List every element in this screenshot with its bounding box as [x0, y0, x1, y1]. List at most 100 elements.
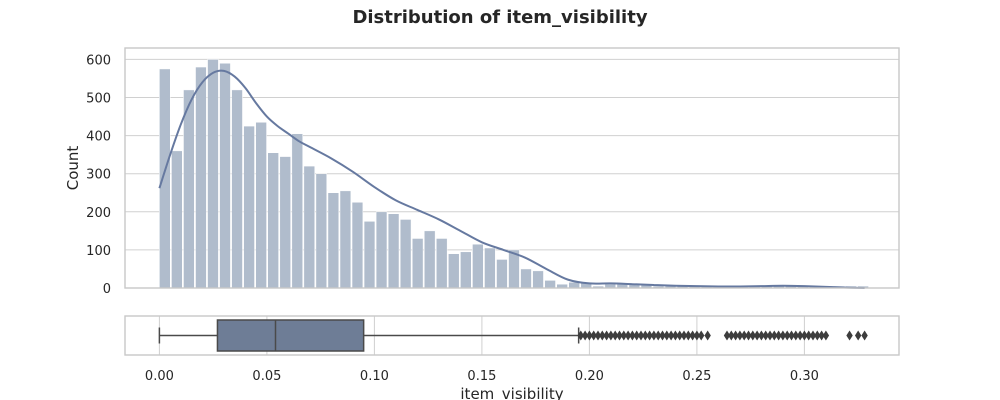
- y-tick-label: 200: [86, 206, 111, 221]
- y-axis-label: Count: [64, 146, 82, 191]
- outlier-point: [766, 330, 774, 341]
- outlier-point: [607, 330, 615, 341]
- x-tick-label: 0.00: [145, 369, 174, 384]
- boxplot-frame: [124, 315, 900, 356]
- outlier-point: [650, 330, 658, 341]
- outlier-point: [749, 330, 756, 341]
- outlier-point: [818, 330, 825, 341]
- histogram-bar: [544, 280, 556, 289]
- outlier-point: [616, 330, 623, 341]
- chart-title: Distribution of item_visibility: [352, 7, 647, 28]
- histogram-bar: [291, 133, 303, 289]
- outlier-point: [676, 330, 683, 341]
- histogram-bar: [496, 259, 508, 289]
- x-ticks: 0.00 0.05 0.10 0.15 0.20 0.25 0.30: [145, 369, 819, 384]
- outlier-point: [809, 330, 817, 341]
- outlier-point: [788, 330, 795, 341]
- y-tick-label: 0: [103, 282, 111, 297]
- outlier-point: [741, 330, 748, 341]
- histogram-bar: [171, 150, 183, 289]
- boxplot-outliers: [577, 330, 868, 341]
- outlier-point: [745, 330, 752, 341]
- x-tick-label: 0.15: [467, 369, 496, 384]
- outlier-point: [771, 330, 778, 341]
- histogram-bar: [267, 152, 279, 289]
- outlier-point: [659, 330, 666, 341]
- histogram-bar: [327, 192, 340, 289]
- histogram-frame: [124, 47, 900, 289]
- y-tick-label: 400: [86, 130, 111, 145]
- x-tick-label: 0.25: [682, 369, 711, 384]
- histogram-bar: [243, 125, 255, 289]
- outlier-point: [577, 330, 584, 341]
- outlier-point: [814, 330, 821, 341]
- kde-curve: [158, 69, 865, 289]
- outlier-point: [620, 330, 627, 341]
- outlier-point: [704, 330, 711, 341]
- x-tick-label: 0.05: [252, 369, 281, 384]
- histogram-bar: [339, 190, 352, 289]
- outlier-point: [784, 330, 791, 341]
- y-tick-label: 500: [86, 92, 111, 107]
- outlier-point: [698, 330, 705, 341]
- outlier-point: [624, 330, 632, 341]
- outlier-point: [672, 330, 679, 341]
- histogram-bar: [363, 221, 376, 289]
- histogram-bar: [183, 89, 195, 289]
- outlier-point: [792, 330, 799, 341]
- outlier-point: [667, 330, 675, 341]
- outlier-point: [633, 330, 640, 341]
- outlier-point: [801, 330, 808, 341]
- outlier-point: [599, 330, 606, 341]
- outlier-point: [646, 330, 653, 341]
- outlier-point: [861, 330, 868, 341]
- box-iqr: [216, 319, 365, 352]
- histogram-bar: [255, 122, 267, 289]
- outlier-point: [586, 330, 593, 341]
- histogram-bar: [315, 173, 328, 289]
- outlier-point: [732, 330, 739, 341]
- histogram-bar: [460, 251, 472, 289]
- outlier-point: [663, 330, 670, 341]
- outlier-point: [603, 330, 610, 341]
- outlier-point: [655, 330, 662, 341]
- histogram-bar: [484, 247, 496, 289]
- outlier-point: [846, 330, 853, 341]
- histogram-bar: [472, 243, 484, 289]
- histogram-bar: [303, 165, 315, 289]
- outlier-point: [796, 330, 804, 341]
- histogram-bar: [219, 62, 231, 289]
- histogram-bar: [448, 253, 460, 289]
- outlier-point: [689, 330, 696, 341]
- outlier-point: [854, 330, 862, 341]
- outlier-point: [581, 330, 589, 341]
- outlier-point: [594, 330, 602, 341]
- y-tick-label: 100: [86, 244, 111, 259]
- y-tick-label: 300: [86, 168, 111, 183]
- outlier-point: [685, 330, 692, 341]
- outlier-point: [629, 330, 636, 341]
- histogram-bar: [411, 238, 424, 289]
- histogram-bar: [231, 89, 243, 289]
- histogram-bar: [207, 59, 219, 289]
- outlier-point: [590, 330, 597, 341]
- outlier-point: [736, 330, 744, 341]
- outlier-point: [693, 330, 701, 341]
- histogram-bar: [399, 219, 412, 289]
- outlier-point: [728, 330, 735, 341]
- outlier-point: [775, 330, 782, 341]
- outlier-point: [762, 330, 769, 341]
- outlier-point: [779, 330, 787, 341]
- outlier-point: [758, 330, 765, 341]
- outlier-point: [612, 330, 619, 341]
- x-tick-label: 0.20: [575, 369, 604, 384]
- outlier-point: [680, 330, 688, 341]
- histogram-bar: [351, 202, 364, 289]
- boxplot: [158, 319, 580, 352]
- histogram-bar: [195, 66, 207, 289]
- histogram-bar: [279, 156, 291, 289]
- y-tick-label: 600: [86, 53, 111, 68]
- histogram-bar: [532, 270, 544, 289]
- histogram-bar: [424, 230, 436, 289]
